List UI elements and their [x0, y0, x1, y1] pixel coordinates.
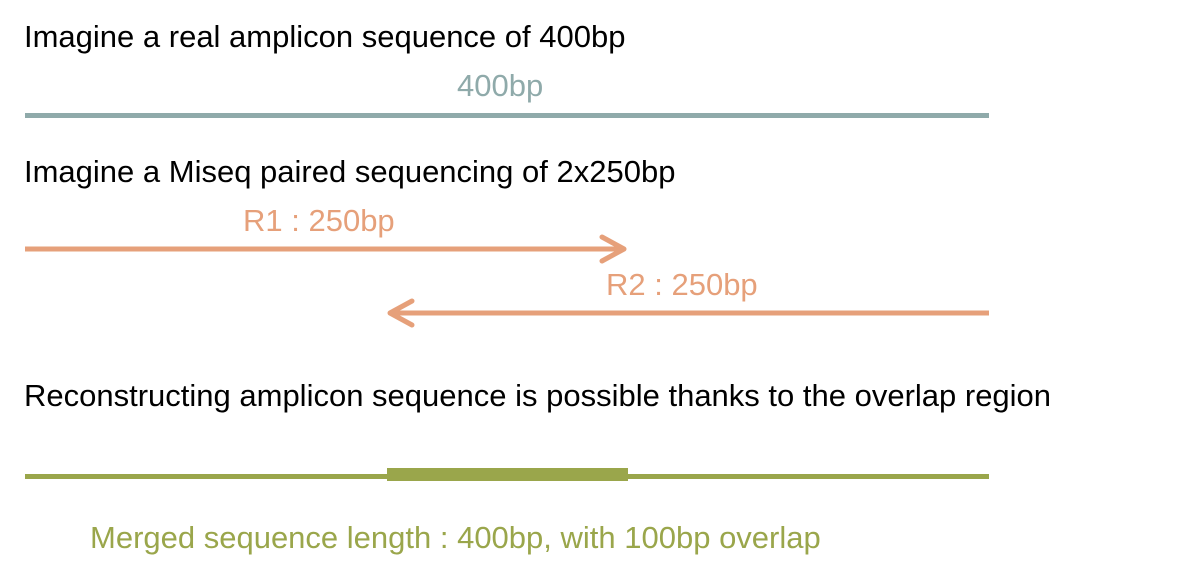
miseq-caption: Imagine a Miseq paired sequencing of 2x2… [24, 154, 676, 189]
r1-label: R1 : 250bp [243, 203, 395, 238]
amplicon-line [25, 113, 989, 118]
r2-label: R2 : 250bp [606, 267, 758, 302]
amplicon-length-label: 400bp [457, 68, 544, 103]
reconstruct-caption: Reconstructing amplicon sequence is poss… [24, 378, 1052, 413]
merged-length-label: Merged sequence length : 400bp, with 100… [90, 520, 821, 555]
amplicon-caption: Imagine a real amplicon sequence of 400b… [24, 19, 626, 54]
overlap-region [387, 468, 628, 481]
